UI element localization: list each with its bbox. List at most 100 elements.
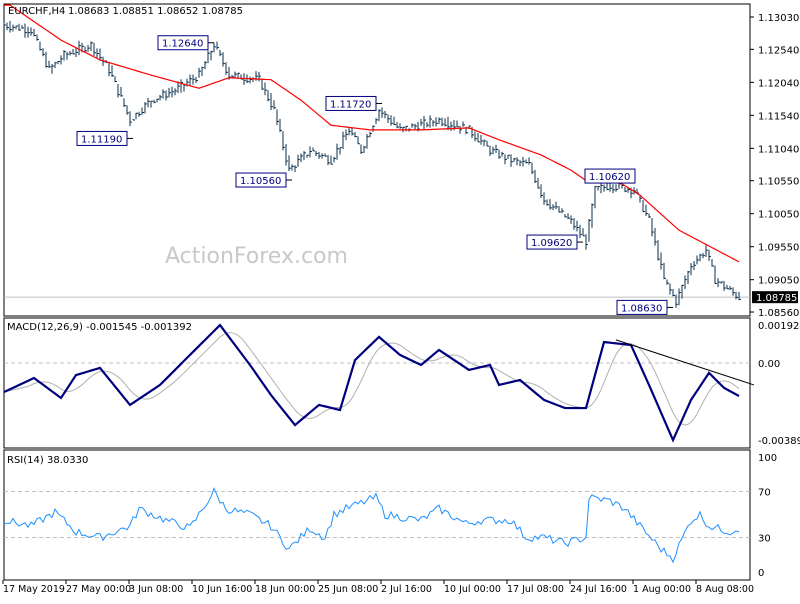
- price-bar: [57, 60, 60, 65]
- panel-border: [3, 317, 751, 449]
- price-bar: [18, 23, 21, 31]
- price-bar: [705, 245, 708, 257]
- price-bar: [306, 154, 309, 158]
- price-bar: [303, 151, 306, 161]
- price-bar: [657, 240, 660, 261]
- price-bar: [540, 184, 543, 199]
- price-annotation: 1.10560: [240, 176, 281, 187]
- price-bar: [207, 50, 210, 64]
- price-bar: [120, 86, 123, 97]
- price-annotation-box: [584, 168, 636, 184]
- price-bar: [234, 71, 237, 79]
- price-bar: [114, 76, 117, 83]
- price-annotation-box: [157, 35, 209, 51]
- price-bar: [543, 192, 546, 205]
- price-bar: [270, 93, 273, 110]
- price-bar: [426, 122, 429, 128]
- rsi-tick-label: 30: [758, 534, 771, 545]
- price-bar: [87, 44, 90, 52]
- time-tick-label: 27 May 00:00: [66, 584, 131, 595]
- price-bar: [579, 224, 582, 239]
- price-bar: [594, 186, 597, 209]
- ohlc-readout: 1.08683 1.08851 1.08652 1.08785: [68, 6, 243, 17]
- price-bar: [75, 47, 78, 57]
- price-tick-label: 1.12540: [758, 45, 799, 56]
- price-bar: [342, 131, 345, 150]
- price-bar: [162, 89, 165, 99]
- price-bar: [603, 184, 606, 192]
- price-tick-label: 1.09550: [758, 243, 799, 254]
- price-bar: [204, 61, 207, 70]
- price-bar: [444, 118, 447, 127]
- price-bar: [276, 109, 279, 126]
- price-bar: [339, 147, 342, 155]
- price-bar: [222, 52, 225, 67]
- price-bar: [99, 48, 102, 61]
- time-tick-label: 1 Aug 00:00: [633, 584, 691, 595]
- price-bar: [72, 49, 75, 55]
- time-tick-label: 3 Jun 08:00: [129, 584, 183, 595]
- price-bar: [60, 55, 63, 65]
- price-bar: [129, 111, 132, 127]
- price-bar: [585, 234, 588, 250]
- price-bar: [258, 71, 261, 82]
- time-tick-label: 24 Jul 16:00: [570, 584, 627, 595]
- price-bar: [351, 127, 354, 136]
- price-bar: [78, 40, 81, 56]
- price-bar: [450, 121, 453, 131]
- price-bar: [432, 120, 435, 127]
- current-price-label: 1.08785: [756, 293, 797, 304]
- price-bar: [144, 102, 147, 114]
- price-bar: [231, 74, 234, 78]
- price-bar: [108, 61, 111, 77]
- price-bar: [315, 150, 318, 156]
- price-bar: [414, 123, 417, 130]
- time-tick-label: 8 Aug 08:00: [696, 584, 754, 595]
- price-bar: [366, 133, 369, 149]
- price-bar: [624, 186, 627, 193]
- price-bar: [717, 278, 720, 288]
- price-bar: [117, 84, 120, 98]
- price-bar: [651, 218, 654, 237]
- price-tick-label: 1.12040: [758, 78, 799, 89]
- price-bar: [135, 112, 138, 120]
- price-bar: [708, 249, 711, 261]
- price-bar: [519, 160, 522, 167]
- price-bar: [273, 100, 276, 110]
- price-bar: [132, 119, 135, 121]
- price-bar: [570, 215, 573, 224]
- price-bar: [648, 213, 651, 218]
- price-bar: [111, 65, 114, 77]
- price-bar: [525, 159, 528, 164]
- price-annotation-box: [76, 130, 128, 146]
- price-bar: [390, 115, 393, 126]
- price-bar: [735, 291, 738, 300]
- price-annotation: 1.08630: [621, 303, 662, 314]
- price-bar: [24, 23, 27, 38]
- price-bar: [282, 131, 285, 151]
- price-bar: [684, 275, 687, 290]
- price-bar: [237, 72, 240, 79]
- price-bar: [669, 283, 672, 295]
- price-annotation: 1.12640: [162, 39, 203, 50]
- price-bar: [411, 123, 414, 128]
- price-bar: [297, 154, 300, 167]
- price-bar: [354, 131, 357, 138]
- price-bar: [165, 90, 168, 101]
- price-bar: [30, 27, 33, 36]
- price-bar: [597, 185, 600, 191]
- price-bar: [546, 199, 549, 206]
- price-bar: [279, 118, 282, 133]
- price-bar: [372, 125, 375, 132]
- price-bar: [69, 51, 72, 56]
- price-bar: [435, 117, 438, 127]
- price-bar: [360, 144, 363, 155]
- price-bar: [147, 97, 150, 108]
- price-bar: [711, 258, 714, 267]
- rsi-title: RSI(14) 38.0330: [7, 455, 88, 466]
- price-bar: [714, 265, 717, 285]
- price-bar: [441, 117, 444, 127]
- time-tick-label: 10 Jun 16:00: [192, 584, 252, 595]
- price-bar: [48, 60, 51, 69]
